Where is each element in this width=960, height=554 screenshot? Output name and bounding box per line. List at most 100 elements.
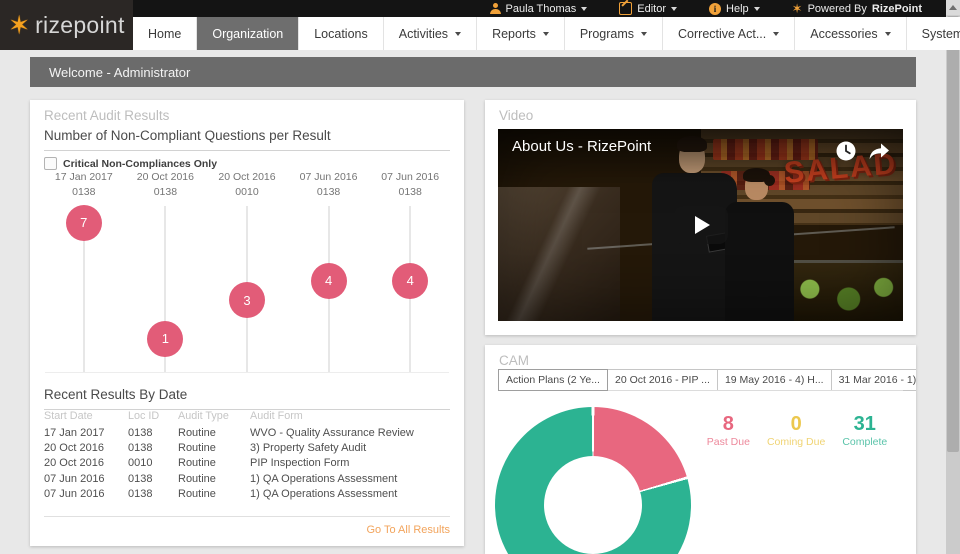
chevron-down-icon: [542, 31, 549, 36]
nav-item-label: Home: [148, 26, 182, 41]
table-cell: 1) QA Operations Assessment: [250, 488, 398, 501]
video-title[interactable]: About Us - RizePoint: [512, 138, 652, 155]
scroll-up-arrow-icon[interactable]: [946, 0, 960, 15]
table-cell: 20 Oct 2016: [44, 442, 104, 455]
nav-item-locations[interactable]: Locations: [299, 17, 384, 50]
video-title-gradient: [498, 129, 903, 185]
cam-tab-1[interactable]: 20 Oct 2016 - PIP ...: [606, 369, 718, 391]
nav-item-reports[interactable]: Reports: [477, 17, 565, 50]
recent-audit-results-panel: Recent Audit Results Number of Non-Compl…: [30, 100, 464, 546]
divider: [498, 390, 903, 391]
help-menu[interactable]: i Help: [693, 2, 776, 15]
table-row[interactable]: 17 Jan 2017 0138 Routine WVO - Quality Assu…: [44, 425, 450, 440]
nav-item-system[interactable]: System: [906, 17, 960, 50]
watch-later-icon[interactable]: [835, 140, 857, 167]
chart-stem-line: [82, 206, 85, 372]
results-table-title: Recent Results By Date: [44, 387, 450, 410]
editor-menu[interactable]: Editor: [603, 2, 693, 15]
nav-item-label: Activities: [398, 26, 449, 41]
page-scrollbar[interactable]: [946, 0, 960, 554]
chart-date-label: 20 Oct 2016: [136, 171, 194, 183]
page-title: Welcome - Administrator: [49, 64, 191, 80]
table-cell: Routine: [178, 457, 216, 470]
nav-item-organization[interactable]: Organization: [197, 17, 300, 50]
chart-data-point: 7: [65, 204, 102, 241]
table-cell: 17 Jan 2017: [44, 426, 105, 439]
table-cell: PIP Inspection Form: [250, 457, 350, 470]
edit-icon: [619, 2, 633, 15]
table-cell: 20 Oct 2016: [44, 457, 104, 470]
play-button[interactable]: [673, 206, 728, 244]
cam-stat-past-due: 8 Past Due: [707, 413, 750, 448]
table-row[interactable]: 07 Jun 2016 0138 Routine 1) QA Operations A…: [44, 471, 450, 486]
help-label: Help: [726, 2, 749, 15]
critical-filter-row: Critical Non-Compliances Only: [44, 157, 217, 170]
nav-item-activities[interactable]: Activities: [383, 17, 478, 50]
scrollbar-thumb[interactable]: [947, 16, 959, 452]
nav-item-corrective-act[interactable]: Corrective Act...: [663, 17, 796, 50]
cam-tab-0[interactable]: Action Plans (2 Ye...: [498, 369, 608, 391]
table-cell: Routine: [178, 442, 216, 455]
stat-label: Past Due: [706, 436, 750, 448]
table-cell: 0138: [128, 426, 153, 439]
nav-item-home[interactable]: Home: [133, 17, 198, 50]
rizepoint-star-icon: ✶: [8, 10, 31, 40]
panel-title: Video: [499, 108, 534, 123]
nav-item-accessories[interactable]: Accessories: [795, 17, 907, 50]
main-nav: Home Organization Locations Activities Repor…: [133, 17, 960, 50]
stat-value: 31: [853, 413, 876, 435]
nav-item-programs[interactable]: Programs: [564, 17, 664, 50]
go-to-all-results-link[interactable]: Go To All Results: [366, 524, 450, 536]
powered-by-prefix: Powered By: [807, 2, 867, 15]
stat-value: 0: [790, 413, 802, 435]
chart-locid-label: 0138: [72, 185, 96, 198]
share-icon[interactable]: [867, 140, 891, 167]
video-scene-display-case: [498, 186, 620, 321]
video-player[interactable]: SALAD About Us - RizePoint: [498, 129, 903, 321]
cam-stats: 8 Past Due 0 Coming Due 31 Complete: [697, 413, 897, 448]
chevron-down-icon: [753, 6, 760, 11]
app-logo[interactable]: ✶ rizepoint: [0, 0, 133, 50]
chart-column-label: 07 Jun 2016 0138: [288, 170, 370, 199]
nav-item-label: Locations: [314, 26, 368, 41]
table-header-cell: Start Date: [44, 410, 93, 422]
chevron-down-icon: [884, 31, 891, 36]
chart-category-labels: 17 Jan 2017 0138 20 Oct 2016 0138 20 Oct 201…: [43, 170, 451, 199]
cam-tab-2[interactable]: 19 May 2016 - 4) H...: [716, 369, 832, 391]
table-row[interactable]: 07 Jun 2016 0138 Routine 1) QA Operations A…: [44, 487, 450, 502]
table-cell: Routine: [178, 472, 216, 485]
cam-tab-3[interactable]: 31 Mar 2016 - 1) Q...: [830, 369, 916, 391]
panel-title: Recent Audit Results: [44, 108, 170, 123]
chevron-down-icon: [455, 31, 462, 36]
chart-date-label: 20 Oct 2016: [218, 171, 276, 183]
table-cell: 07 Jun 2016: [44, 488, 105, 501]
chart-date-label: 07 Jun 2016: [299, 171, 358, 183]
chart-date-label: 07 Jun 2016: [381, 171, 440, 183]
table-cell: 0138: [128, 442, 153, 455]
logo-text: rizepoint: [35, 11, 125, 38]
table-row[interactable]: 20 Oct 2016 0138 Routine 3) Property Safety…: [44, 440, 450, 455]
chart-date-label: 17 Jan 2017: [54, 171, 113, 183]
table-cell: Routine: [178, 426, 216, 439]
divider: [44, 516, 450, 517]
nav-item-label: Accessories: [810, 26, 878, 41]
user-icon: [489, 3, 501, 14]
critical-noncompliance-checkbox[interactable]: [44, 157, 57, 170]
table-header-cell: Loc ID: [128, 410, 160, 422]
results-table-header: Start Date Loc ID Audit Type Audit Form: [44, 410, 450, 422]
nav-item-label: Programs: [579, 26, 635, 41]
table-cell: Routine: [178, 488, 216, 501]
table-row[interactable]: 20 Oct 2016 0010 Routine PIP Inspection For…: [44, 456, 450, 471]
table-cell: 0010: [128, 457, 153, 470]
chart-data-point: 4: [310, 262, 347, 299]
chart-locid-label: 0138: [316, 185, 341, 198]
nav-item-label: Organization: [212, 26, 284, 41]
chart-title: Number of Non-Compliant Questions per Re…: [44, 128, 450, 151]
nav-item-label: Corrective Act...: [678, 26, 767, 41]
donut-hole: [544, 456, 642, 554]
chart-column-label: 17 Jan 2017 0138: [43, 170, 125, 199]
user-name: Paula Thomas: [505, 2, 577, 15]
stat-value: 8: [722, 413, 734, 435]
chart-locid-label: 0138: [153, 185, 178, 198]
user-menu[interactable]: Paula Thomas: [474, 3, 604, 15]
